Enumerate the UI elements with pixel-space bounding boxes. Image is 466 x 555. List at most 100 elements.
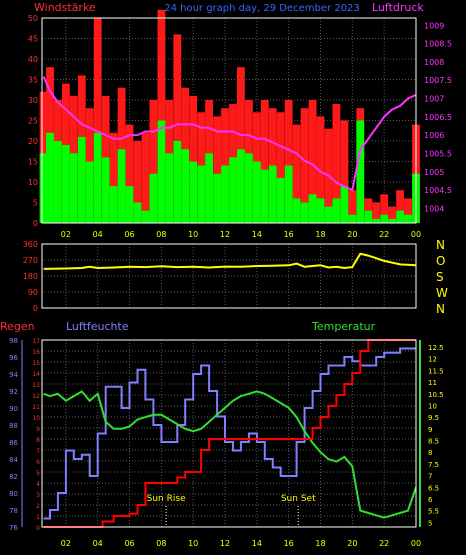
wind-average-bar [213, 173, 221, 223]
wind-average-bar [332, 198, 341, 223]
direction-letter-label: O [436, 254, 445, 268]
wind-gust-bar [149, 100, 158, 223]
humidity-tick-label: 84 [9, 456, 18, 464]
wind-average-bar [268, 165, 277, 223]
hour-tick-label: 08 [156, 539, 166, 548]
wind-tick-label: 50 [28, 14, 38, 23]
wind-average-bar [62, 145, 70, 223]
wind-average-bar [348, 214, 357, 223]
wind-gust-bar [308, 100, 317, 223]
wind-average-bar [237, 149, 245, 223]
hour-tick-label: 18 [315, 539, 325, 548]
humidity-tick-label: 98 [9, 337, 18, 345]
hour-tick-label: 04 [93, 230, 103, 239]
wind-average-bar [229, 157, 237, 223]
temperature-tick-label: 11.5 [428, 367, 444, 375]
wind-gust-bar [404, 198, 412, 223]
wind-gust-bar [348, 190, 357, 223]
humidity-tick-label: 78 [9, 507, 18, 515]
temperature-tick-label: 6.5 [428, 484, 439, 492]
wind-gust-bar [276, 112, 285, 223]
hour-tick-label: 16 [284, 230, 294, 239]
wind-gust-bar [300, 108, 309, 223]
wind-average-bar [396, 210, 404, 223]
wind-average-bar [292, 198, 301, 223]
temperature-tick-label: 10 [428, 402, 437, 410]
humidity-series-line [43, 347, 416, 520]
pressure-tick-label: 1005 [424, 168, 444, 177]
wind-gust-bar [189, 95, 198, 223]
pressure-series-line [42, 76, 417, 192]
panel-frame-wind [41, 17, 417, 224]
temperature-tick-label: 8.5 [428, 438, 439, 446]
wind-average-bar [173, 141, 182, 223]
wind-tick-label: 5 [33, 199, 38, 208]
wind-gust-bar [237, 67, 245, 223]
hour-tick-label: 08 [156, 230, 166, 239]
wind-average-bar [165, 153, 174, 223]
wind-average-bar [117, 149, 126, 223]
wind-tick-label: 45 [28, 35, 38, 44]
direction-letter-label: N [436, 238, 445, 252]
hour-tick-label: 14 [252, 230, 262, 239]
wind-average-bar [324, 206, 333, 223]
direction-letter-label: S [436, 270, 444, 284]
temperature-tick-label: 12.5 [428, 344, 444, 352]
temperature-tick-label: 7 [428, 473, 432, 481]
sunset-label: Sun Set [281, 494, 316, 504]
hour-tick-label: 10 [188, 539, 198, 548]
humidity-tick-label: 92 [9, 388, 18, 396]
wind-tick-label: 0 [33, 219, 38, 228]
rain-tick-label: 2 [36, 503, 40, 510]
wind-average-bar [284, 165, 293, 223]
pressure-tick-label: 1008 [424, 58, 444, 67]
humidity-axis-title: Luftfeuchte [66, 320, 129, 333]
rain-tick-label: 7 [36, 448, 40, 455]
direction-letter-label: W [436, 286, 448, 300]
humidity-tick-label: 80 [9, 490, 18, 498]
temperature-tick-label: 12 [428, 356, 437, 364]
wind-average-bar [157, 120, 166, 223]
humidity-tick-label: 76 [9, 524, 18, 532]
temperature-tick-label: 9.5 [428, 414, 439, 422]
wind-average-bar [85, 161, 94, 223]
wind-average-bar [308, 194, 317, 223]
wind-tick-label: 25 [28, 117, 38, 126]
pressure-tick-label: 1004 [424, 204, 444, 213]
rain-tick-label: 13 [32, 382, 40, 389]
wind-gust-bar [292, 124, 301, 223]
temperature-tick-label: 9 [428, 426, 432, 434]
wind-average-bar [245, 153, 253, 223]
wind-gust-bar [109, 132, 118, 223]
wind-average-bar [109, 186, 118, 223]
wind-average-bar [205, 153, 213, 223]
wind-gust-bar [157, 9, 166, 223]
rain-tick-label: 8 [36, 437, 40, 444]
temperature-tick-label: 6 [428, 496, 433, 504]
pressure-tick-label: 1009 [424, 21, 444, 30]
rain-tick-label: 0 [36, 525, 40, 532]
wind-average-bar [380, 214, 389, 223]
direction-letter-label: N [436, 302, 445, 316]
panel-frame-rain [41, 339, 417, 528]
hour-tick-label: 22 [379, 539, 389, 548]
wind-tick-label: 20 [28, 137, 38, 146]
wind-average-bar [221, 165, 229, 223]
sunrise-label: Sun Rise [147, 494, 186, 504]
wind-average-bar [69, 153, 78, 223]
wind-average-bar [340, 186, 349, 223]
direction-tick-label: 360 [23, 240, 38, 249]
direction-tick-label: 0 [33, 304, 38, 313]
pressure-tick-label: 1004.5 [424, 186, 452, 195]
wind-tick-label: 40 [28, 55, 38, 64]
wind-gust-bar [141, 132, 150, 223]
wind-gust-bar [125, 124, 134, 223]
wind-average-bar [39, 153, 48, 223]
rain-tick-label: 12 [32, 393, 40, 400]
pressure-axis-title: Luftdruck [372, 1, 424, 14]
wind-average-bar [197, 165, 206, 223]
wind-gust-bar [173, 34, 182, 224]
temperature-tick-label: 5 [428, 519, 432, 527]
